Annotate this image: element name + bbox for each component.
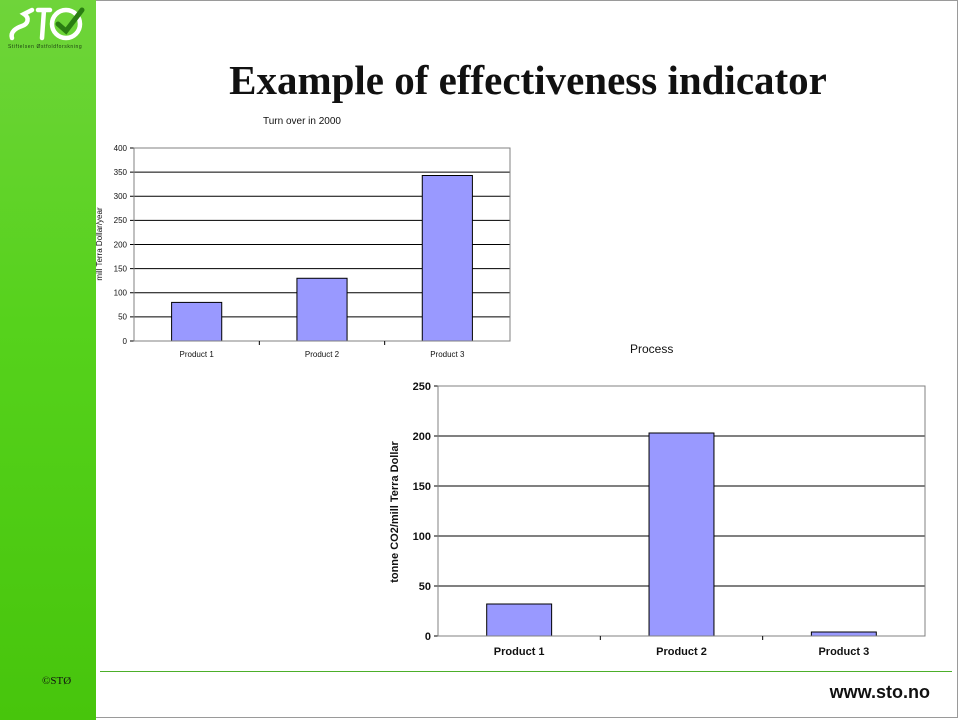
y-tick-label: 300	[114, 192, 128, 201]
website-link[interactable]: www.sto.no	[829, 682, 930, 702]
footer-rule	[100, 671, 952, 672]
plot-frame	[133, 147, 511, 342]
sidebar: Stiftelsen Østfoldforskning ©STØ	[0, 0, 96, 720]
y-axis-label: tonne CO2/mill Terra Dollar	[389, 440, 401, 582]
logo-o-circle	[49, 7, 83, 41]
y-tick-label: 400	[114, 144, 128, 153]
process-label: Process	[630, 342, 674, 356]
x-tick-label: Product 2	[305, 350, 340, 359]
y-tick-label: 250	[413, 381, 431, 393]
bars	[171, 175, 473, 342]
logo-t-shape	[35, 7, 53, 41]
x-tick-labels: Product 1 Product 2 Product 3	[494, 636, 869, 658]
x-tick-label: Product 3	[430, 350, 465, 359]
y-tick-labels: 0 50 100 150 200 250 300 350 400	[114, 144, 128, 346]
plot-frame	[437, 385, 926, 637]
sto-logo	[9, 7, 85, 41]
x-tick-labels: Product 1 Product 2 Product 3	[180, 341, 465, 359]
y-tick-label: 150	[413, 481, 431, 493]
x-tick-label: Product 3	[818, 646, 869, 658]
bar-product-2	[648, 432, 715, 637]
copyright-label: ©STØ	[42, 675, 72, 687]
logo-s-shape	[9, 7, 35, 41]
logo-check-mark	[55, 7, 85, 35]
bar-product-1	[171, 301, 223, 342]
y-tick-label: 50	[419, 581, 431, 593]
y-tick-label: 100	[413, 531, 431, 543]
logo-tagline: Stiftelsen Østfoldforskning	[8, 44, 83, 50]
y-tick-label: 150	[114, 264, 128, 273]
y-tick-label: 50	[118, 313, 127, 322]
y-axis-label: mill Terra Dollar/year	[95, 207, 104, 281]
chart-title: Turn over in 2000	[263, 116, 341, 127]
x-tick-label: Product 1	[494, 646, 545, 658]
y-tick-label: 100	[114, 289, 128, 298]
bars	[486, 432, 877, 637]
y-tick-label: 200	[114, 240, 128, 249]
page-title: Example of effectiveness indicator	[229, 57, 827, 103]
y-tick-label: 250	[114, 216, 128, 225]
y-tick-labels: 0 50 100 150 200 250	[413, 381, 431, 643]
bar-product-2	[296, 277, 348, 342]
x-tick-label: Product 2	[656, 646, 707, 658]
y-tick-label: 0	[123, 337, 128, 346]
y-tick-label: 200	[413, 431, 431, 443]
bar-product-3	[421, 175, 473, 342]
y-tick-label: 0	[425, 631, 431, 643]
chart-co2-intensity: tonne CO2/mill Terra Dollar 0 50 100 150 200…	[389, 381, 926, 658]
x-tick-label: Product 1	[180, 350, 215, 359]
bar-product-1	[486, 603, 553, 637]
chart-turnover: Turn over in 2000 mill Terra Dollar/year…	[95, 116, 511, 359]
y-tick-label: 350	[114, 168, 128, 177]
bar-product-3	[810, 631, 877, 637]
